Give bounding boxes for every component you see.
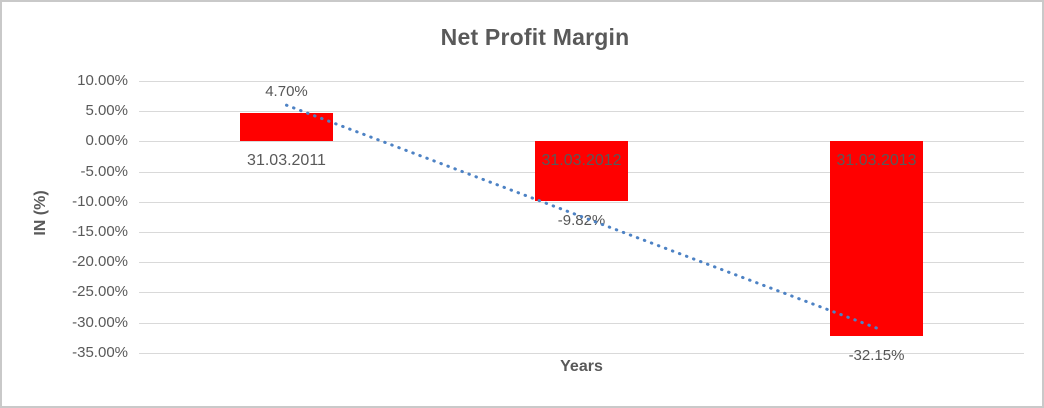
y-tick-label: 0.00% — [85, 132, 128, 150]
bar-31.03.2012 — [535, 141, 628, 201]
y-tick-label: -35.00% — [72, 343, 128, 361]
gridline — [139, 81, 1024, 82]
category-label: 31.03.2012 — [541, 152, 622, 170]
value-label: -32.15% — [848, 346, 905, 364]
category-label: 31.03.2013 — [836, 152, 917, 170]
y-tick-label: -10.00% — [72, 192, 128, 210]
y-tick-label: 10.00% — [77, 72, 128, 89]
y-tick-label: 5.00% — [85, 102, 128, 120]
y-tick-label: -30.00% — [72, 313, 128, 331]
y-tick-label: -25.00% — [72, 283, 128, 301]
value-label: 4.70% — [265, 83, 308, 100]
gridline — [139, 352, 1024, 354]
value-label: -9.82% — [557, 211, 606, 229]
y-tick-label: -15.00% — [72, 223, 128, 240]
bar-31.03.2011 — [240, 113, 333, 142]
bar-31.03.2013 — [830, 141, 923, 336]
category-label: 31.03.2011 — [247, 152, 326, 170]
x-axis-title: Years — [560, 358, 603, 375]
chart-title: Net Profit Margin — [440, 24, 630, 50]
y-tick-label: -20.00% — [72, 253, 128, 271]
y-tick-label: -5.00% — [80, 162, 128, 180]
